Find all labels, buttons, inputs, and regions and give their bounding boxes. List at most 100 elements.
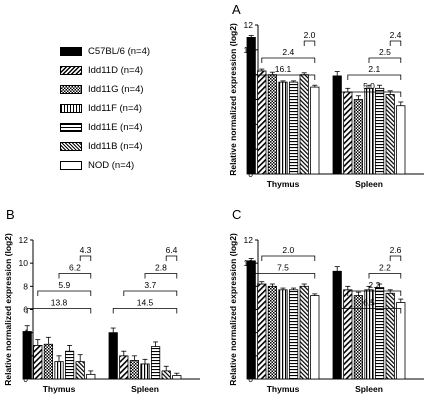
significance-label: 6.2 <box>69 263 81 273</box>
legend-item: Idd11E (n=4) <box>60 118 150 137</box>
bar <box>22 331 32 380</box>
significance-bracket <box>389 40 402 46</box>
legend-swatch <box>60 66 82 75</box>
legend-label: Idd11B (n=4) <box>88 141 143 152</box>
y-tick-label: 12 <box>244 20 254 30</box>
significance-bracket <box>165 255 178 261</box>
bar <box>396 302 406 380</box>
bar <box>161 370 171 380</box>
bar <box>343 289 353 380</box>
significance-label: 13.8 <box>51 298 68 308</box>
significance-bracket <box>250 273 316 279</box>
significance-label: 2.1 <box>368 64 380 74</box>
significance-bracket <box>144 273 178 279</box>
significance-bracket <box>79 255 92 261</box>
significance-bracket <box>112 308 178 314</box>
y-axis-label: Relative normalized expression (log2) <box>3 233 13 386</box>
bar <box>33 345 43 380</box>
bar <box>108 332 118 380</box>
significance-bracket <box>58 273 92 279</box>
legend-item: NOD (n=4) <box>60 156 150 175</box>
bar <box>374 287 385 380</box>
panel-label-a: A <box>232 2 241 17</box>
bar <box>278 289 288 380</box>
bar <box>396 105 406 175</box>
significance-label: 5.9 <box>58 280 70 290</box>
significance-bracket <box>26 308 92 314</box>
significance-bracket <box>347 290 402 296</box>
y-axis-label: Relative normalized expression (log2) <box>228 233 238 386</box>
significance-bracket <box>368 57 402 63</box>
x-tick-label: Thymus <box>267 179 300 189</box>
legend-item: Idd11G (n=4) <box>60 80 150 99</box>
legend-swatch <box>60 104 82 113</box>
legend-label: Idd11E (n=4) <box>88 122 143 133</box>
y-tick-label: 6 <box>23 305 28 315</box>
y-tick-label: 12 <box>19 235 29 245</box>
bar <box>278 81 288 175</box>
significance-label: 2.5 <box>379 47 391 57</box>
bar <box>119 355 129 380</box>
bar <box>385 94 395 175</box>
significance-bracket <box>37 290 92 296</box>
bar <box>310 86 320 175</box>
bar <box>288 289 299 380</box>
bar <box>54 361 64 380</box>
significance-label: 6.4 <box>166 245 178 255</box>
significance-bracket <box>336 308 402 314</box>
significance-label: 4.3 <box>80 245 92 255</box>
significance-label: 16.1 <box>275 64 292 74</box>
bar <box>140 363 150 380</box>
bar <box>267 285 278 380</box>
bar <box>385 292 395 380</box>
significance-label: 2.6 <box>390 245 402 255</box>
legend-swatch <box>60 142 82 151</box>
significance-label: 2.8 <box>155 263 167 273</box>
bar <box>332 270 342 380</box>
bar <box>129 360 139 380</box>
legend: C57BL/6 (n=4) Idd11D (n=4) Idd11G (n=4) … <box>60 42 150 175</box>
bar <box>374 87 385 175</box>
significance-label: 2.2 <box>379 263 391 273</box>
y-tick-label: 10 <box>19 258 29 268</box>
bar <box>150 346 161 380</box>
y-axis-label: Relative normalized expression (log2) <box>228 23 238 176</box>
bar <box>172 375 182 380</box>
bar <box>364 87 374 175</box>
significance-bracket <box>347 74 402 80</box>
legend-label: Idd11D (n=4) <box>88 65 144 76</box>
x-tick-label: Thymus <box>43 384 76 394</box>
bar <box>343 91 353 175</box>
y-tick-label: 12 <box>244 235 254 245</box>
legend-label: Idd11F (n=4) <box>88 103 142 114</box>
significance-bracket <box>389 255 402 261</box>
legend-item: Idd11D (n=4) <box>60 61 150 80</box>
significance-bracket <box>303 40 316 46</box>
legend-item: Idd11B (n=4) <box>60 137 150 156</box>
legend-swatch <box>60 123 82 132</box>
bar <box>65 350 75 380</box>
bar <box>257 283 267 380</box>
legend-swatch <box>60 85 82 94</box>
chart-panel-a: 024681012Relative normalized expression … <box>228 20 424 189</box>
y-tick-label: 8 <box>23 281 28 291</box>
significance-bracket <box>261 255 316 261</box>
significance-bracket <box>336 91 402 97</box>
legend-label: Idd11G (n=4) <box>88 84 144 95</box>
panel-label-c: C <box>232 207 242 222</box>
significance-label: 2.2 <box>368 280 380 290</box>
significance-label: 3.7 <box>144 280 156 290</box>
bar <box>75 361 85 380</box>
significance-label: 2.4 <box>390 30 402 40</box>
chart-panel-c: 024681012Relative normalized expression … <box>228 233 424 394</box>
panel-label-b: B <box>6 207 15 222</box>
legend-label: NOD (n=4) <box>88 160 135 171</box>
bar <box>299 285 309 380</box>
significance-label: 2.0 <box>282 245 294 255</box>
x-tick-label: Spleen <box>355 384 383 394</box>
significance-label: 5.0 <box>363 81 375 91</box>
bar <box>310 295 320 380</box>
significance-bracket <box>250 74 316 80</box>
bar <box>299 74 309 175</box>
